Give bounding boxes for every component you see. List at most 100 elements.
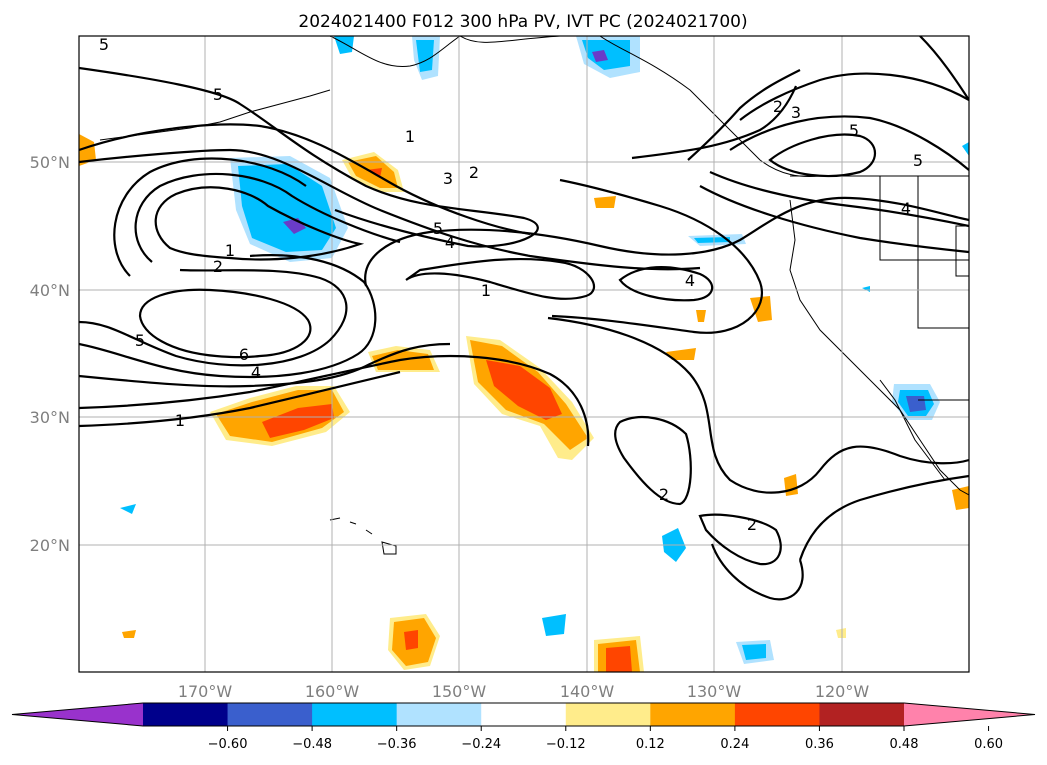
pos-patch-southwest-max	[262, 404, 334, 438]
contour-ne-e	[687, 69, 801, 161]
contour-center-6	[138, 288, 312, 359]
contour-label: 4	[901, 199, 911, 218]
lon-label: 160°W	[305, 682, 360, 701]
contour-center-5	[79, 268, 348, 367]
contour-label: 2	[659, 485, 669, 504]
pos-patch-small-b	[122, 630, 136, 638]
lon-label: 130°W	[687, 682, 742, 701]
map-frame	[78, 35, 970, 673]
contour-inner-2	[134, 172, 401, 263]
contour-west-large	[79, 66, 539, 248]
lat-label: 20°N	[30, 536, 70, 555]
contour-label: 1	[481, 281, 491, 300]
lat-label: 50°N	[30, 153, 70, 172]
pos-patch-small-a	[594, 196, 616, 208]
colorbar-segment	[650, 703, 736, 726]
coastline-hawaii	[329, 517, 397, 555]
contour-labels: 5 5 1 2 3 2 3 5 4 5 1 2 1 4 4 5 6 4 1 2	[99, 35, 923, 534]
contour-ne-c	[709, 170, 969, 228]
state-borders	[790, 175, 969, 401]
colorbar-label: −0.36	[377, 737, 417, 752]
graticule	[79, 36, 969, 672]
lat-label: 40°N	[30, 281, 70, 300]
colorbar-label: 0.48	[890, 737, 919, 752]
pos-patch-main-max	[486, 360, 562, 420]
map-background	[79, 36, 969, 672]
neg-patch-small-2	[542, 614, 566, 636]
contour-label: 4	[251, 363, 261, 382]
contour-label: 5	[99, 35, 109, 54]
colorbar-segment	[481, 703, 567, 726]
contour-label: 5	[213, 85, 223, 104]
colorbar-segment	[227, 703, 313, 726]
coastline-northamerica	[789, 199, 969, 496]
lon-label: 120°W	[815, 682, 870, 701]
contour-east-b	[364, 196, 969, 287]
contour-inner-3	[113, 157, 307, 277]
colorbar-segment	[143, 703, 229, 726]
contour-center-4	[79, 254, 377, 379]
colorbar-segments	[12, 703, 1035, 726]
map-panel: 5 5 1 2 3 2 3 5 4 5 1 2 1 4 4 5 6 4 1 2	[78, 35, 970, 673]
contour-ne-b	[729, 115, 969, 171]
pos-patch-east-e	[952, 486, 969, 510]
contour-label: 1	[175, 411, 185, 430]
contour-label: 2	[747, 515, 757, 534]
colorbar-label: 0.12	[636, 737, 665, 752]
colorbar-label: 0.24	[720, 737, 749, 752]
ivt-contours	[79, 36, 969, 601]
pos-patch-small-c	[836, 628, 846, 638]
contour-ne-a	[739, 72, 969, 121]
colorbar-outline	[11, 702, 1036, 727]
colorbar-label: −0.12	[546, 737, 586, 752]
contour-label: 2	[213, 257, 223, 276]
lat-labels: 50°N 40°N 30°N 20°N	[30, 153, 70, 555]
contour-label: 4	[445, 233, 455, 252]
contour-label: 5	[433, 219, 443, 238]
contour-east-a	[551, 178, 763, 334]
lon-label: 140°W	[560, 682, 615, 701]
pv-shading	[79, 36, 969, 672]
neg-patch-alaska-core	[416, 40, 434, 72]
contour-label: 5	[135, 331, 145, 350]
colorbar-segment	[734, 703, 820, 726]
contour-south-a	[547, 316, 969, 494]
neg-patch-edge	[962, 142, 969, 156]
pos-patch-west-edge	[79, 134, 96, 166]
colorbar-segment	[396, 703, 482, 726]
contour-label: 5	[849, 121, 859, 140]
contour-label: 1	[405, 127, 415, 146]
pos-patch-south-b-max	[606, 646, 632, 672]
pos-patch-south-a-max	[404, 630, 418, 650]
colorbar-extend-min	[12, 703, 143, 726]
contour-ne-d	[699, 185, 969, 254]
neg-patch-central-core	[238, 164, 336, 252]
contour-label: 3	[443, 169, 453, 188]
contour-south-c	[698, 513, 782, 566]
colorbar-label: 0.60	[974, 737, 1003, 752]
contour-loop-1	[405, 257, 596, 300]
neg-patch-small-1	[120, 504, 136, 514]
contour-ne-small	[768, 133, 876, 178]
pos-patch-east-b	[750, 296, 772, 322]
contour-south-b	[614, 416, 692, 506]
pos-patch-east-c	[696, 310, 706, 322]
contour-south-e	[710, 543, 804, 601]
colorbar-label: −0.48	[292, 737, 332, 752]
colorbar-extend-max	[904, 703, 1035, 726]
lon-labels: 170°W 160°W 150°W 140°W 130°W 120°W	[178, 682, 870, 701]
colorbar-labels: −0.60 −0.48 −0.36 −0.24 −0.12 0.12 0.24 0.36 0.4…	[208, 737, 1003, 752]
lon-label: 150°W	[432, 682, 487, 701]
contour-inner-1	[154, 186, 365, 261]
contour-nw-a	[79, 148, 701, 271]
colorbar-segment	[819, 703, 905, 726]
neg-patch-east-core	[694, 237, 730, 243]
neg-patch-gulf-max	[592, 50, 608, 62]
map-title: 2024021400 F012 300 hPa PV, IVT PC (2024…	[298, 12, 747, 32]
lat-label: 30°N	[30, 408, 70, 427]
contour-label: 3	[791, 103, 801, 122]
contour-label: 5	[913, 151, 923, 170]
coastline-alaska	[329, 36, 821, 178]
colorbar-ticks	[227, 726, 990, 731]
